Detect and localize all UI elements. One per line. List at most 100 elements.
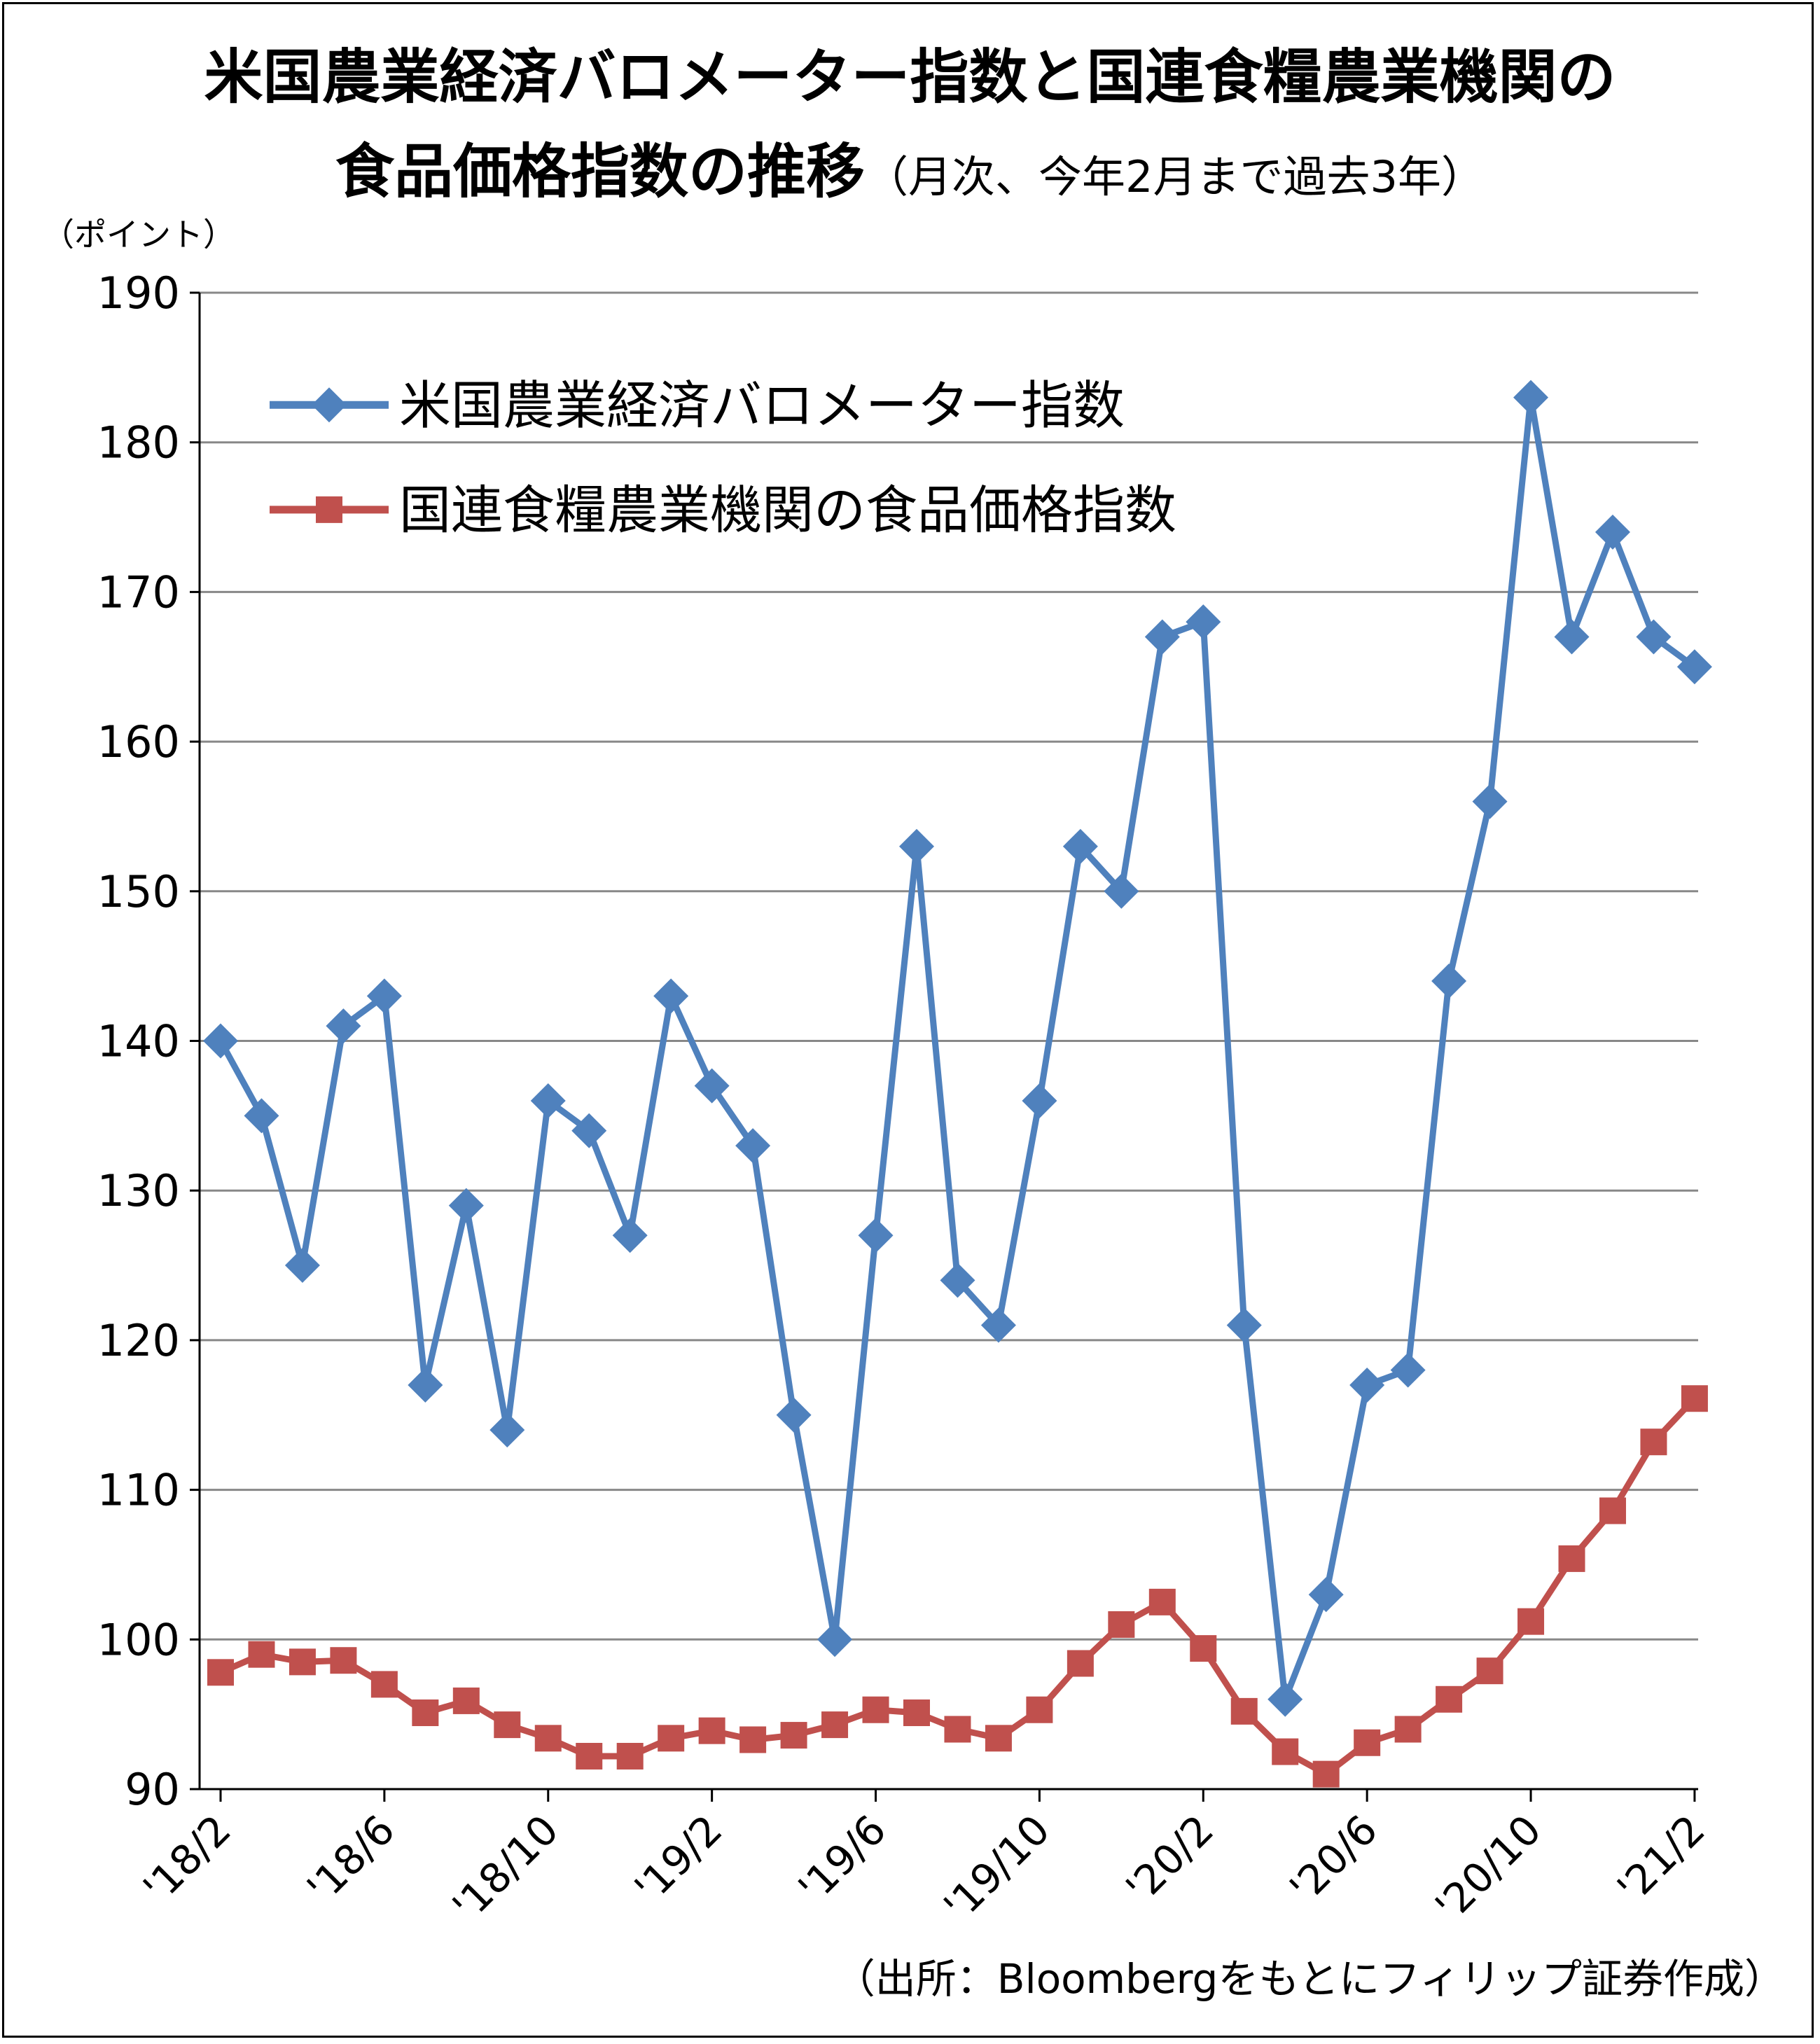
data-point-diamond [1186,604,1221,640]
x-tick-label: '20/6 [1281,1806,1387,1912]
data-point-diamond [203,1023,238,1059]
data-point-square [780,1722,807,1749]
data-point-diamond [244,1098,279,1134]
data-point-diamond [1595,514,1630,550]
y-tick-label: 160 [97,716,180,767]
data-point-diamond [408,1368,443,1403]
data-point-diamond [940,1263,975,1298]
data-point-diamond [898,828,934,864]
x-tick-label: '18/6 [298,1806,403,1912]
x-tick-label: '18/10 [443,1806,568,1931]
chart-title-line2: 食品価格指数の推移（月次、今年2月まで過去3年） [0,133,1820,216]
data-point-diamond [1676,649,1712,685]
x-tick-label: '20/2 [1117,1806,1223,1912]
data-point-square [1190,1635,1217,1662]
data-point-diamond [1104,873,1139,909]
data-point-square [412,1699,439,1727]
data-point-diamond [1636,619,1672,655]
y-tick-label: 130 [97,1165,180,1216]
data-point-diamond [1554,619,1590,655]
legend-marker-square [316,496,342,523]
source-note: （出所：Bloombergをもとにフィリップ証券作成） [834,1955,1785,2003]
data-point-square [248,1641,275,1668]
data-point-square [1681,1385,1708,1412]
data-point-diamond [612,1218,648,1253]
data-point-square [1148,1588,1176,1615]
data-point-diamond [1308,1577,1344,1613]
data-point-square [1354,1729,1381,1756]
data-point-diamond [1349,1368,1385,1403]
data-point-diamond [653,978,689,1014]
data-point-diamond [284,1248,320,1284]
y-tick-label: 100 [97,1614,180,1665]
data-point-diamond [694,1068,730,1104]
data-point-diamond [1390,1352,1426,1388]
data-point-diamond [530,1083,566,1118]
y-tick-label: 140 [97,1016,180,1067]
data-point-diamond [980,1307,1016,1343]
data-point-square [1067,1650,1094,1677]
chart-title-line1: 米国農業経済バロメーター指数と国連食糧農業機関の [204,43,1616,111]
data-point-square [1599,1497,1626,1524]
y-axis-unit-label: （ポイント） [42,216,235,253]
legend-label-2: 国連食糧農業機関の食品価格指数 [399,480,1176,541]
data-point-square [534,1725,562,1752]
data-point-diamond [1144,619,1180,655]
y-tick-label: 150 [97,866,180,917]
y-tick-label: 180 [97,417,180,468]
data-point-diamond [1513,380,1549,415]
data-point-square [903,1699,930,1727]
data-point-diamond [366,978,402,1014]
data-point-square [1394,1716,1422,1743]
data-point-diamond [1267,1681,1303,1717]
data-point-square [616,1742,644,1770]
data-point-diamond [448,1188,484,1223]
data-point-diamond [1431,964,1467,999]
data-point-square [1272,1738,1299,1765]
data-point-diamond [571,1113,607,1148]
data-point-square [1640,1428,1667,1456]
data-point-square [452,1687,480,1714]
x-tick-label: '21/2 [1608,1806,1714,1912]
data-point-diamond [489,1412,525,1448]
y-tick-label: 120 [97,1315,180,1366]
data-point-diamond [1472,784,1508,819]
data-point-square [1436,1685,1463,1713]
data-point-diamond [1062,828,1098,864]
x-tick-label: '19/2 [625,1806,731,1912]
chart-title-subtitle: （月次、今年2月まで過去3年） [865,151,1485,202]
data-point-square [944,1716,971,1743]
data-point-square [1108,1611,1135,1638]
data-point-square [821,1711,849,1739]
x-tick-label: '19/6 [789,1806,895,1912]
data-point-square [370,1671,398,1698]
data-point-square [330,1647,357,1674]
y-tick-label: 110 [97,1465,180,1516]
x-tick-label: '18/2 [134,1806,239,1912]
data-point-square [576,1742,603,1770]
data-point-square [1026,1696,1053,1723]
data-point-square [1476,1657,1503,1685]
data-point-diamond [1022,1083,1057,1118]
x-tick-label: '19/10 [935,1806,1060,1931]
data-point-square [1230,1697,1258,1725]
data-point-square [1312,1760,1340,1788]
data-point-diamond [817,1622,853,1657]
data-point-square [985,1725,1012,1752]
data-point-square [494,1711,521,1739]
data-point-square [739,1726,767,1753]
data-point-square [1517,1608,1545,1635]
data-point-square [1558,1545,1585,1572]
data-point-square [207,1659,234,1686]
data-point-diamond [326,1008,361,1044]
y-tick-label: 90 [125,1764,180,1815]
data-point-square [698,1717,725,1744]
chart-title-main: 食品価格指数の推移 [335,137,866,206]
data-point-square [658,1725,685,1752]
data-point-diamond [776,1397,812,1433]
x-tick-label: '20/10 [1426,1806,1550,1931]
data-point-diamond [735,1128,771,1164]
data-point-diamond [858,1218,894,1253]
